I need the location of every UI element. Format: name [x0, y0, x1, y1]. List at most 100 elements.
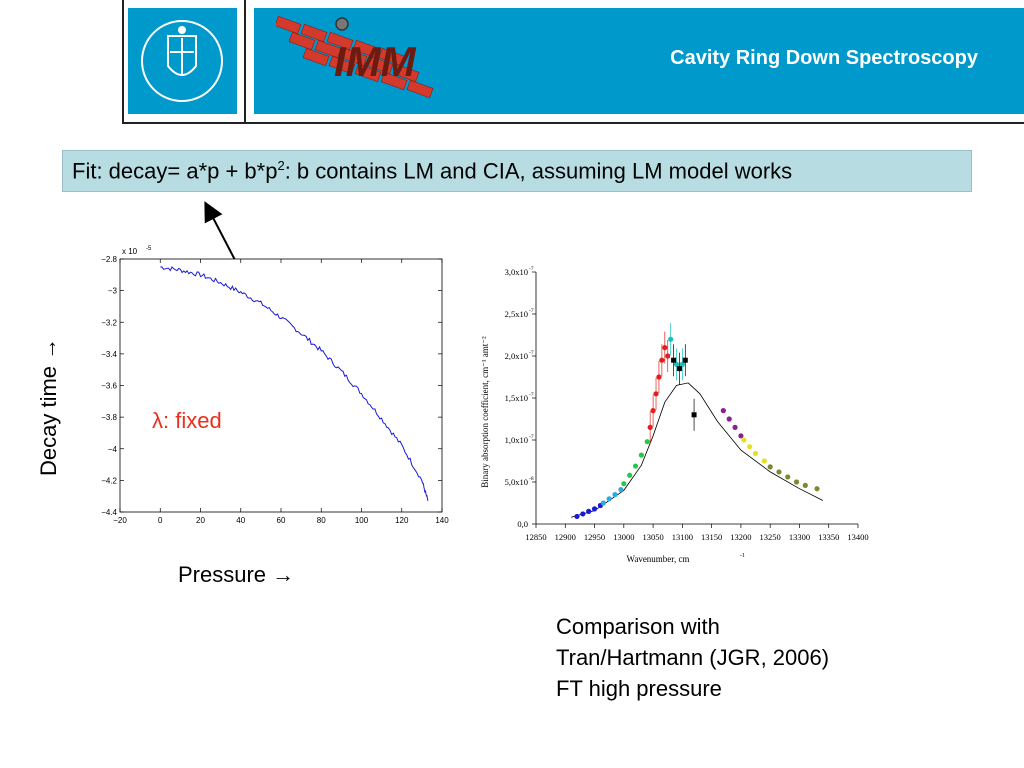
comparison-line: Comparison with [556, 614, 720, 639]
comparison-line: Tran/Hartmann (JGR, 2006) [556, 645, 830, 670]
data-point [802, 482, 808, 488]
x-tick-label: 13400 [847, 532, 868, 542]
data-point [659, 357, 665, 363]
y-tick-label: 5,0x10 [505, 477, 528, 487]
multiplier-exponent: -5 [146, 246, 152, 252]
x-tick-label: 13200 [730, 532, 751, 542]
y-tick-exponent: -7 [529, 434, 534, 440]
data-point [650, 408, 656, 414]
data-point [767, 464, 773, 470]
x-tick-label: 13350 [818, 532, 839, 542]
data-point [747, 444, 753, 450]
data-point [785, 474, 791, 480]
x-tick-label: 13250 [760, 532, 781, 542]
data-point [618, 486, 624, 493]
data-point [580, 511, 586, 517]
fit-statement: Fit: decay= a*p + b*p2: b contains LM an… [72, 158, 792, 184]
x-tick-label: 80 [317, 516, 326, 525]
data-point [671, 357, 677, 363]
y-tick-label: −4.4 [101, 508, 117, 517]
data-point [738, 433, 744, 439]
y-tick-label: −3.6 [101, 382, 117, 391]
x-tick-label: 100 [355, 516, 369, 525]
y-tick-label: −2.8 [101, 255, 117, 264]
x-tick-label: 13300 [789, 532, 810, 542]
x-tick-label: 140 [435, 516, 449, 525]
data-point [814, 486, 820, 492]
y-tick-exponent: -7 [529, 392, 534, 398]
y-tick-label: −3.8 [101, 413, 117, 422]
x-tick-label: 40 [236, 516, 245, 525]
y-tick-label: 0,0 [517, 519, 528, 529]
data-point [586, 508, 592, 514]
data-point [656, 374, 662, 380]
data-point [776, 469, 782, 475]
plot-frame [119, 258, 443, 513]
decay-chart: −20 0 20 40 60 80 100 120 140 −2.8 −3 −3.2 −3.4 −3.6 −… [101, 246, 449, 525]
absorption-chart: 12850 12900 12950 13000 13050 13100 13150 13200… [480, 266, 869, 564]
pressure-label: Pressure → [178, 562, 295, 587]
x-tick-label: 0 [158, 516, 163, 525]
x-tick-label: 13050 [642, 532, 663, 542]
y-tick-label: −4.2 [101, 476, 117, 485]
data-point [679, 361, 685, 367]
data-point [665, 353, 671, 359]
data-point [653, 391, 659, 397]
data-point [632, 463, 639, 469]
y-axis-title: Binary absorption coefficient, cm⁻¹ amt⁻… [480, 336, 490, 488]
data-point [574, 513, 580, 520]
x-tick-label: 12900 [555, 532, 576, 542]
x-tick-label: 20 [196, 516, 205, 525]
decay-series-line [160, 266, 429, 501]
data-point [606, 496, 612, 502]
y-tick-exponent: -7 [529, 266, 534, 272]
y-tick-label: 2,5x10 [505, 309, 528, 319]
imm-logo: IMM [274, 14, 446, 102]
y-tick-exponent: -8 [529, 476, 534, 482]
data-point [638, 452, 644, 458]
fit-box [62, 150, 972, 192]
header-divider [244, 0, 246, 124]
data-point [741, 437, 747, 443]
fit-suffix: : b contains LM and CIA, assuming LM mod… [284, 158, 793, 184]
model-curve [570, 382, 824, 518]
data-point [627, 472, 633, 478]
y-tick-label: −3.4 [101, 350, 117, 359]
data-point [591, 506, 598, 512]
lambda-fixed-note: λ: fixed [152, 408, 222, 433]
x-tick-label: 12950 [584, 532, 605, 542]
seal-icon [141, 20, 223, 102]
x-tick-label: −20 [113, 516, 127, 525]
y-tick-exponent: -7 [529, 350, 534, 356]
imm-logo-text: IMM [334, 38, 417, 85]
slide-title: Cavity Ring Down Spectroscopy [670, 47, 978, 69]
data-point [752, 450, 759, 457]
data-point [691, 412, 697, 418]
y-tick-label: −3 [108, 287, 118, 296]
data-point [668, 336, 674, 342]
data-point [647, 424, 653, 430]
x-tick-label: 120 [395, 516, 409, 525]
y-tick-label: 1,0x10 [505, 435, 528, 445]
data-point [720, 408, 726, 414]
x-tick-label: 13000 [613, 532, 634, 542]
fit-superscript: 2 [277, 158, 285, 173]
data-point [793, 479, 800, 485]
data-point [621, 481, 627, 487]
x-axis-title: Wavenumber, cm [627, 554, 690, 564]
data-point [676, 366, 682, 372]
y-tick-label: 1,5x10 [505, 393, 528, 403]
x-tick-label: 60 [277, 516, 286, 525]
comparison-text: Comparison with Tran/Hartmann (JGR, 2006… [556, 611, 829, 704]
x-axis-title-exponent: -1 [740, 553, 745, 559]
data-point [682, 357, 688, 363]
data-point [673, 361, 680, 367]
comparison-line: FT high pressure [556, 676, 722, 701]
data-point [612, 492, 618, 498]
x-tick-label: 12850 [525, 532, 546, 542]
y-tick-label: −3.2 [101, 318, 117, 327]
imm-logo-icon: IMM [274, 15, 434, 99]
data-point [732, 424, 738, 430]
fit-prefix: Fit: decay= a*p + b*p [72, 158, 278, 184]
decay-time-label: Decay time → [36, 337, 61, 476]
